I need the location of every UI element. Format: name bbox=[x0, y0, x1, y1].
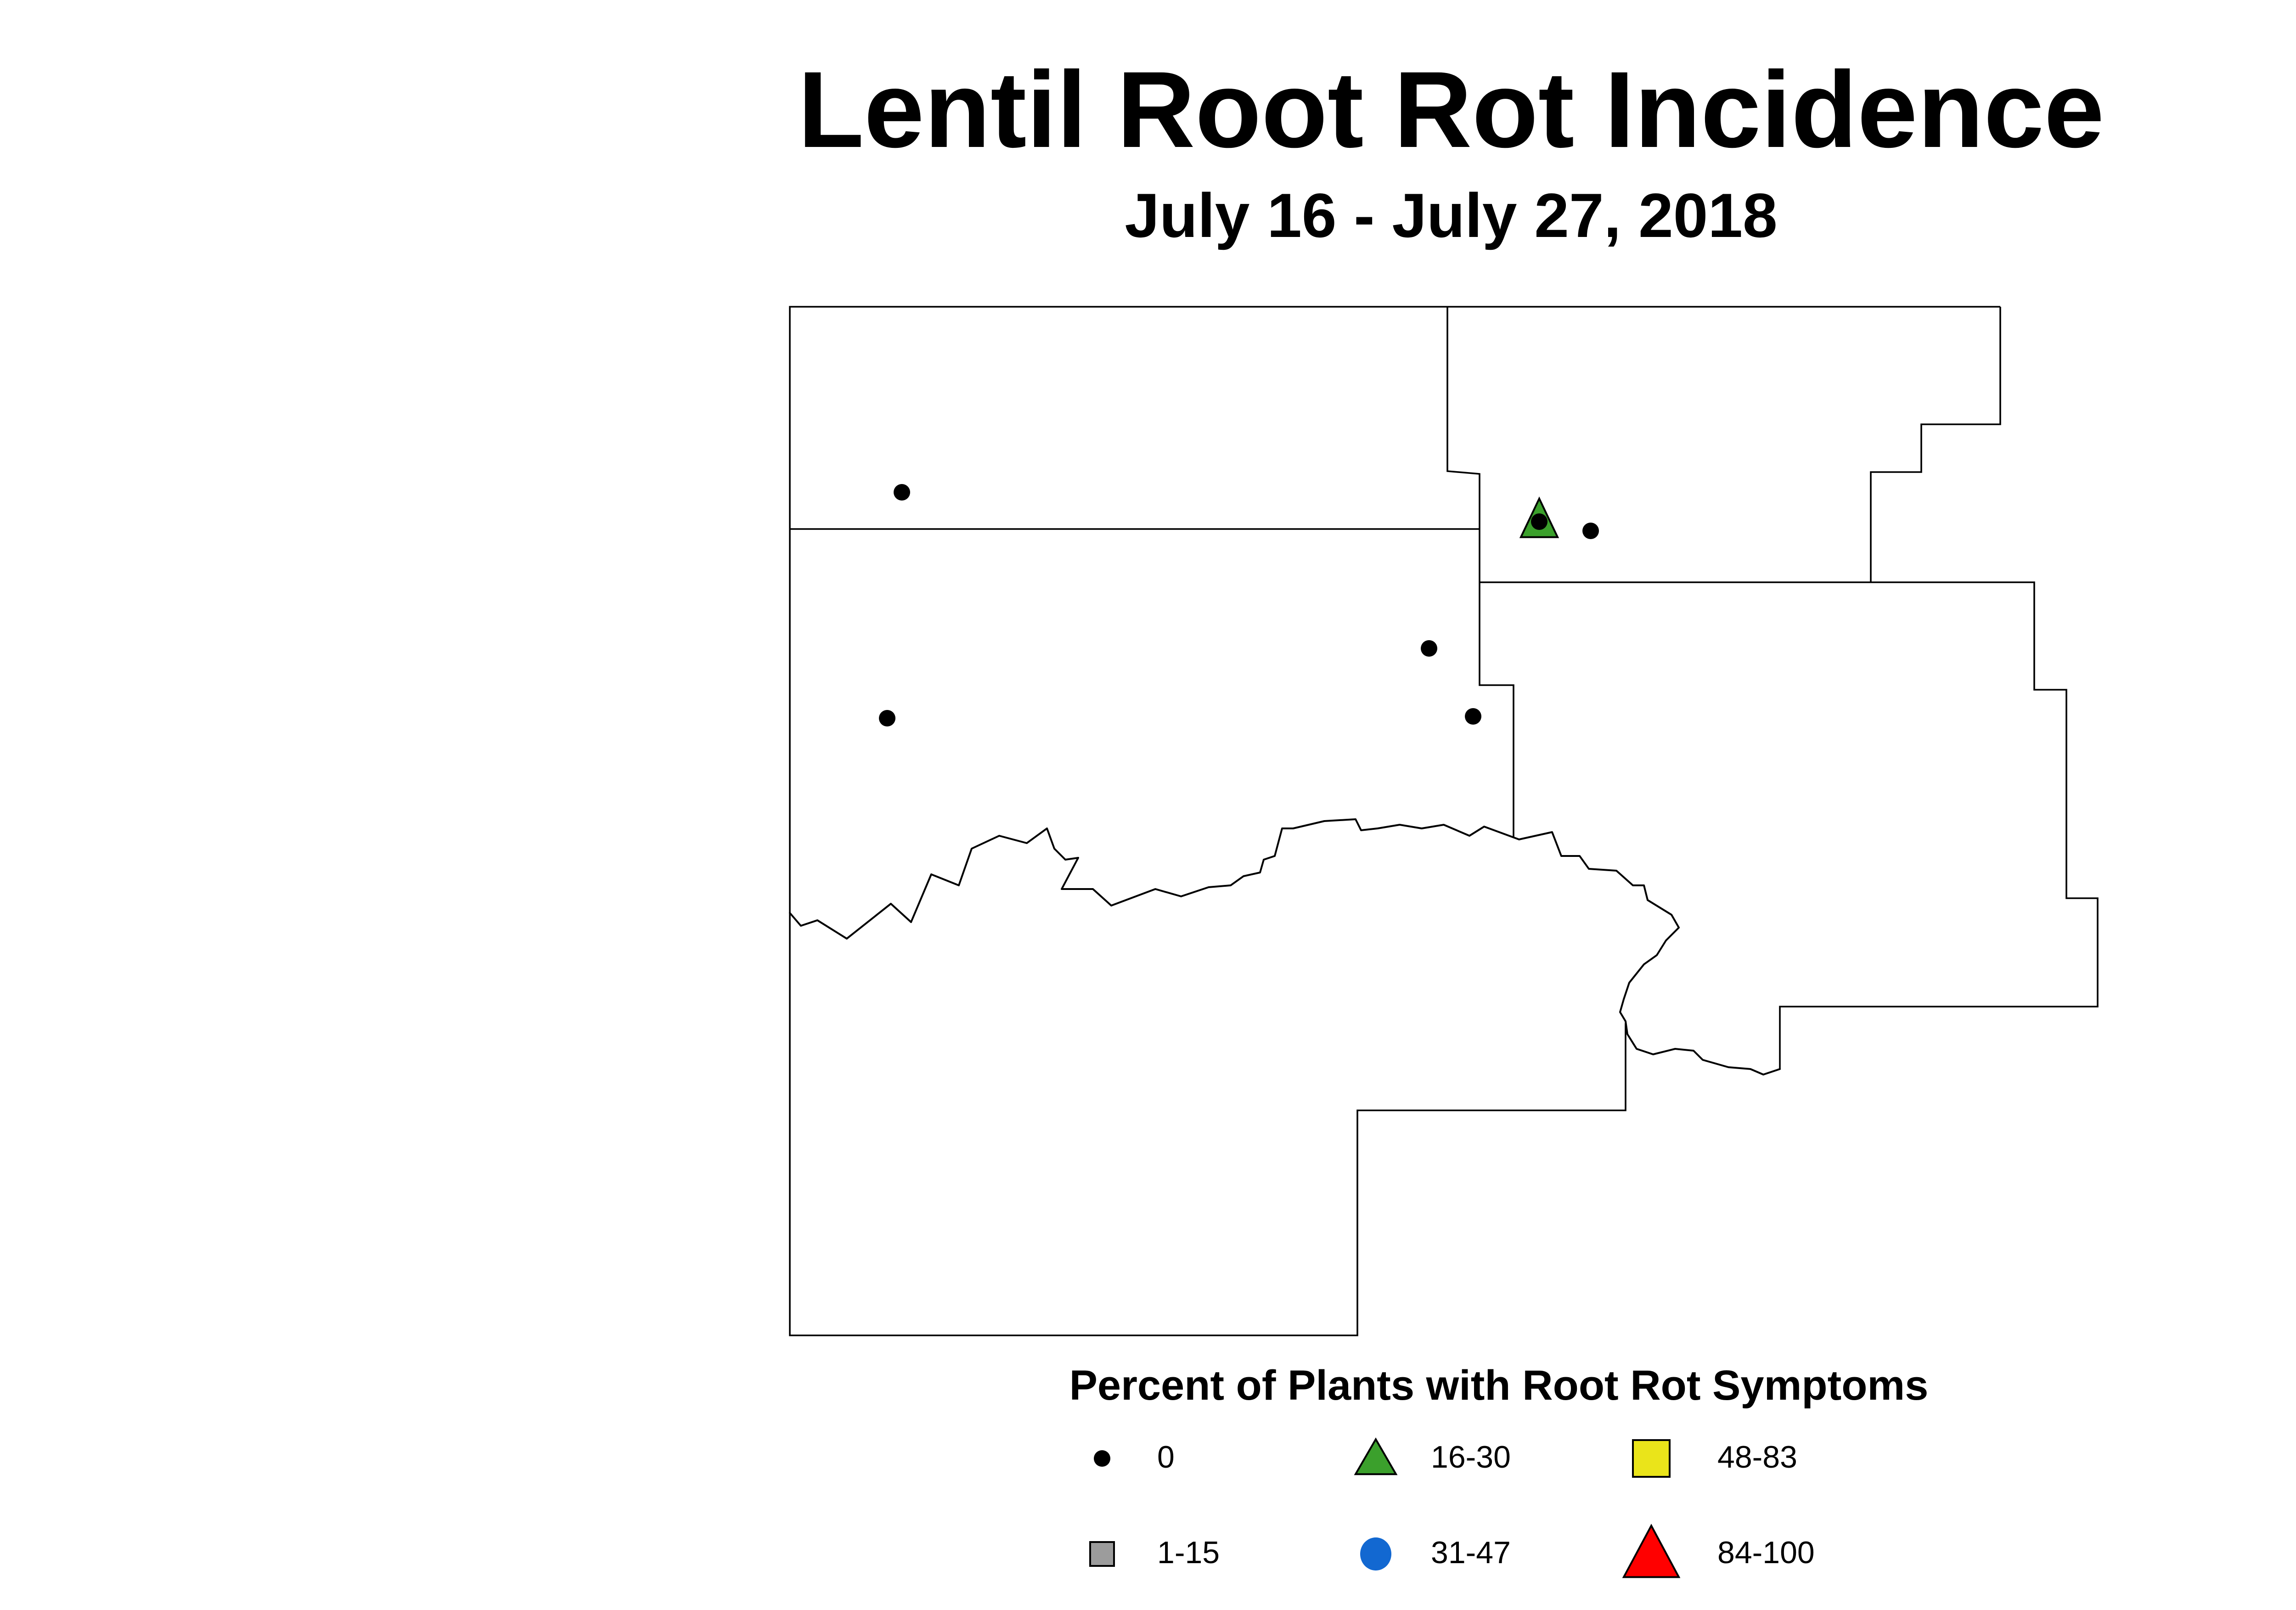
map-point-0 bbox=[1531, 513, 1548, 530]
legend-label: 84-100 bbox=[1717, 1536, 1815, 1571]
legend-glyph-triangle bbox=[1622, 1524, 1681, 1578]
map-point-0 bbox=[1465, 708, 1481, 725]
map-county-boundary bbox=[1870, 307, 2001, 582]
legend-label: 16-30 bbox=[1431, 1440, 1511, 1475]
map-point-0 bbox=[1421, 640, 1437, 657]
legend-glyph-square bbox=[1089, 1541, 1115, 1567]
legend-glyph-square bbox=[1632, 1439, 1671, 1478]
legend-label: 48-83 bbox=[1717, 1440, 1797, 1475]
legend-glyph-circle bbox=[1094, 1450, 1110, 1467]
map-point-0 bbox=[879, 710, 895, 726]
map-county-boundary bbox=[1480, 581, 2099, 1069]
legend-label: 1-15 bbox=[1157, 1536, 1220, 1571]
legend-glyph-circle bbox=[1360, 1537, 1391, 1571]
map-county-boundary bbox=[1446, 307, 1514, 838]
legend-label: 0 bbox=[1157, 1440, 1175, 1475]
map-county-boundary bbox=[789, 306, 2000, 1336]
map-point-0 bbox=[1582, 523, 1599, 539]
legend-label: 31-47 bbox=[1431, 1536, 1511, 1571]
legend-glyph-triangle bbox=[1354, 1437, 1398, 1475]
page-title: Lentil Root Rot Incidence bbox=[798, 50, 2105, 171]
page-subtitle: July 16 - July 27, 2018 bbox=[1125, 182, 1778, 252]
legend-title: Percent of Plants with Root Rot Symptoms bbox=[1069, 1361, 1929, 1409]
map-point-0 bbox=[894, 484, 910, 501]
map-river-boundary bbox=[789, 818, 1781, 1075]
